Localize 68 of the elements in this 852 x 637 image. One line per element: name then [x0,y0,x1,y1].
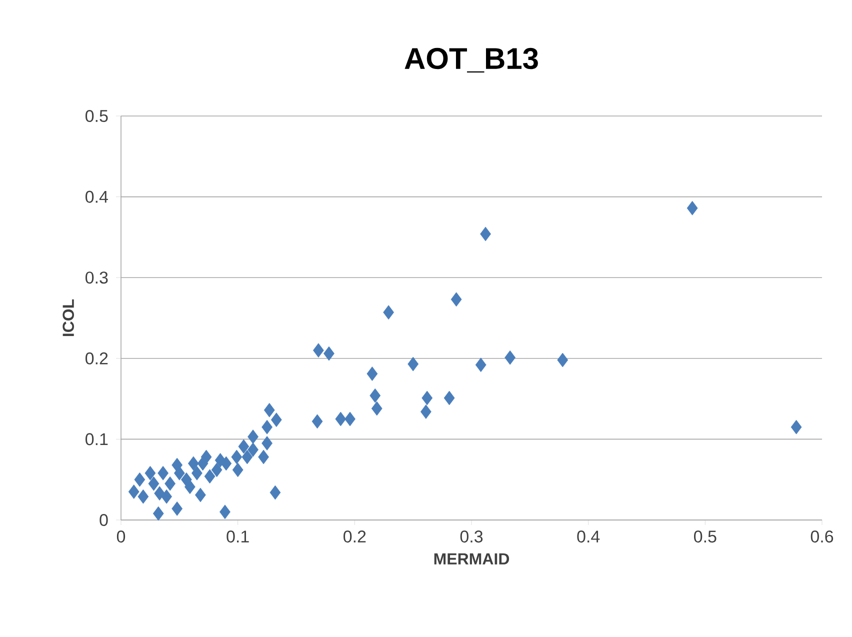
point [262,420,272,434]
point [194,488,206,502]
point [138,489,149,504]
point [204,469,216,484]
point [238,439,250,454]
point [248,430,258,444]
point [232,462,244,478]
x-tick-label: 0.4 [577,530,600,543]
point [220,456,232,471]
x-tick-label: 0 [116,530,126,543]
point [408,356,419,372]
point [184,480,196,494]
point [383,305,394,320]
point [134,472,146,487]
x-tick-label: 0.3 [460,530,483,543]
point [164,476,176,491]
point [144,466,156,480]
point [197,456,208,471]
point [420,404,432,419]
y-tick-label: 0.1 [86,433,108,446]
point [366,366,378,381]
point [174,466,185,480]
point [191,466,202,480]
point [313,343,324,358]
point [335,412,346,426]
x-axis-title: MERMAID [434,553,510,564]
point [258,450,269,464]
point [270,412,282,428]
point [557,352,568,368]
point [480,226,491,242]
point [128,484,140,499]
point [242,450,253,464]
point [475,358,486,372]
x-tick-label: 0.5 [694,530,716,543]
point [161,489,172,504]
point [220,504,230,520]
y-tick-label: 0 [100,514,108,526]
y-tick-label: 0.2 [86,352,108,364]
point [370,388,381,403]
y-tick-label: 0.4 [86,190,108,203]
y-tick-label: 0.5 [86,110,108,122]
point [324,346,334,361]
point [686,200,698,216]
point [450,292,462,307]
point [152,506,164,521]
point [262,436,272,450]
point [344,412,356,426]
point [790,420,802,434]
point [312,414,323,429]
chart-title: AOT_B13 [404,48,538,72]
point [188,456,199,471]
y-tick-label: 0.3 [86,272,108,284]
point [158,466,169,480]
point [270,485,281,500]
y-axis-title: ICOL [62,299,74,336]
point [422,390,433,406]
point [248,442,258,457]
point [371,401,382,416]
x-tick-label: 0.2 [344,530,366,543]
x-tick-label: 0.6 [810,530,834,543]
x-tick-label: 0.1 [226,530,249,543]
point [264,402,275,418]
point [148,476,160,491]
point [231,450,242,464]
point [172,501,183,516]
point [504,350,516,365]
point [211,462,222,478]
point [444,390,455,406]
